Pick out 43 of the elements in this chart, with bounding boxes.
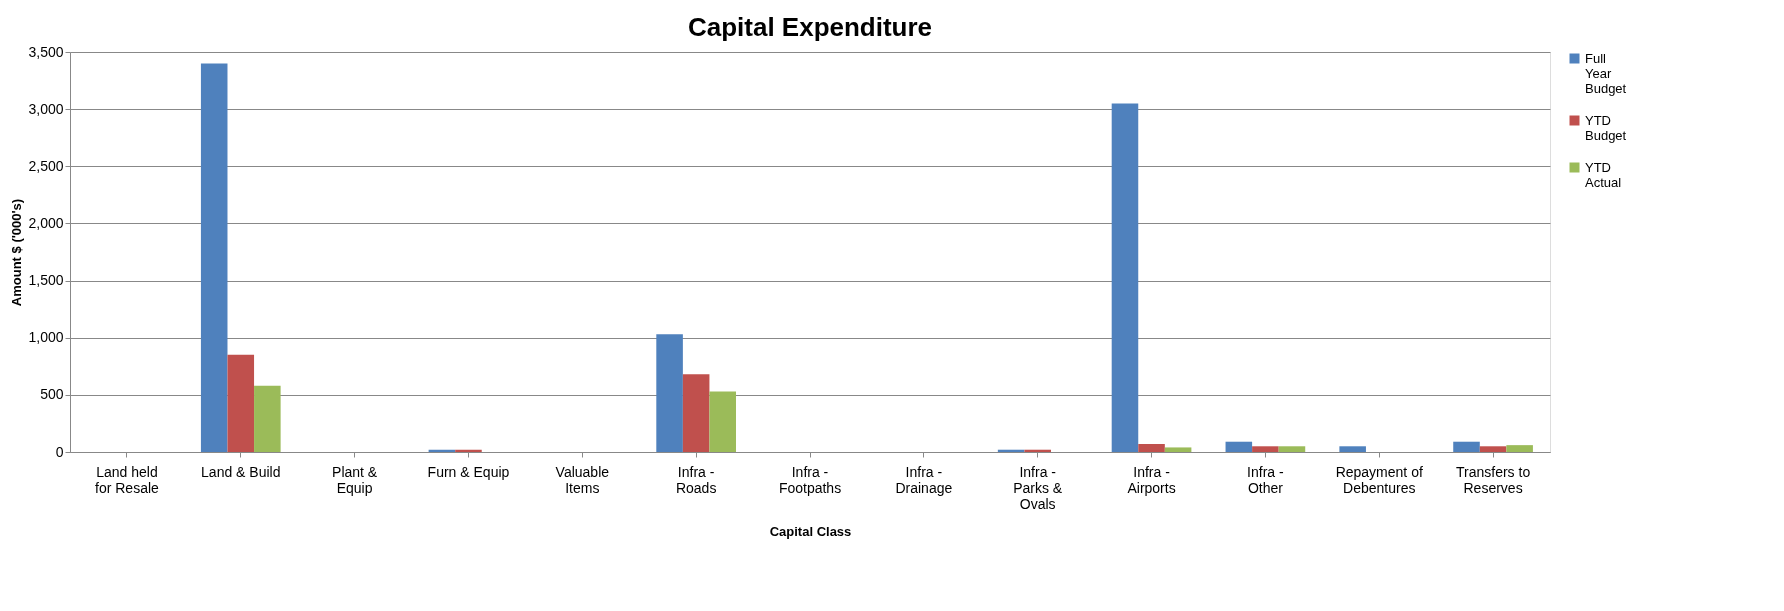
x-tick-label: Land & Build (201, 463, 281, 480)
x-tick-label: Land held for Resale (95, 463, 160, 496)
bar (1138, 444, 1165, 452)
bar (656, 334, 683, 452)
y-tick-label: 3,500 (28, 43, 64, 60)
bar (1252, 446, 1279, 452)
x-tick-label: Infra - Parks & Ovals (1013, 463, 1063, 512)
bar (709, 391, 736, 452)
y-tick-label: 2,500 (28, 157, 64, 174)
y-axis-title: Amount $ ('000's) (9, 198, 25, 307)
x-tick-label: Plant & Equip (332, 463, 378, 496)
legend-label: Full Year Budget (1585, 50, 1627, 96)
legend-label: YTD Budget (1585, 112, 1627, 143)
bar (1339, 446, 1366, 452)
x-tick-label: Infra - Airports (1127, 463, 1176, 496)
chart-title: Capital Expenditure (687, 12, 933, 42)
x-tick-label: Infra - Drainage (895, 463, 953, 496)
bar (227, 354, 255, 452)
bar (1479, 446, 1507, 452)
bar (1111, 103, 1139, 452)
y-tick-label: 1,000 (28, 329, 64, 346)
y-tick-label: 500 (40, 386, 64, 403)
y-tick-label: 0 (55, 443, 64, 460)
x-tick-label: Infra - Footpaths (778, 463, 842, 496)
x-tick-label: Infra - Roads (675, 463, 717, 496)
bar (254, 385, 281, 452)
bar (1278, 446, 1306, 452)
bar (1164, 447, 1192, 452)
y-tick-label: 2,000 (28, 214, 64, 231)
y-tick-label: 1,500 (28, 272, 64, 289)
bar (682, 374, 710, 452)
x-tick-label: Valuable Items (555, 463, 610, 496)
x-tick-label: Transfers to Reserves (1455, 463, 1531, 496)
bar (1506, 445, 1533, 452)
legend-label: YTD Actual (1585, 159, 1622, 190)
bar (1225, 441, 1253, 452)
x-tick-label: Furn & Equip (427, 463, 510, 480)
x-axis-title: Capital Class (769, 523, 852, 539)
y-tick-label: 3,000 (28, 100, 64, 117)
bar (1453, 441, 1480, 452)
x-tick-label: Infra - Other (1247, 463, 1284, 496)
bar (200, 63, 228, 452)
x-tick-label: Repayment of Debentures (1335, 463, 1423, 496)
